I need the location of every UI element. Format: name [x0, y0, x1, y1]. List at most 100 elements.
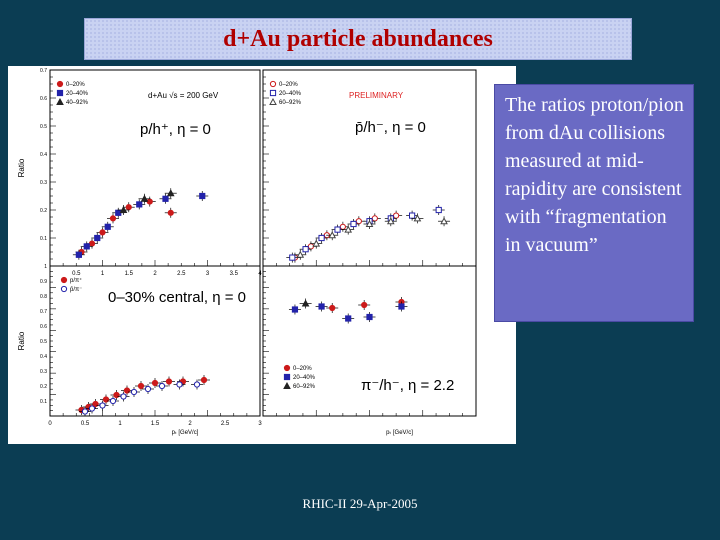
callout-text: The ratios proton/pion from dAu collisio…	[505, 94, 684, 256]
bottom-left-ytick-label: 0.1	[40, 399, 47, 405]
title-banner: d+Au particle abundances	[84, 18, 632, 60]
top-left-ytick-label: 0.6	[40, 96, 47, 102]
bottom-left-legend-entry: p/π⁺	[70, 277, 82, 284]
top-left-panel-label: p/h⁺, η = 0	[140, 121, 211, 138]
bottom-right-data-point	[318, 303, 325, 310]
bottom-left-xtick-label: 1	[118, 421, 122, 427]
top-left-data-point	[83, 243, 90, 250]
bottom-left-panel-label: 0–30% central, η = 0	[108, 289, 246, 306]
bottom-right-legend-marker	[283, 364, 291, 372]
top-left-xtick-label: 0.5	[72, 271, 81, 277]
top-left-xtick-label: 1.5	[125, 271, 134, 277]
top-left-data-point	[136, 201, 143, 208]
bottom-right-legend-marker	[283, 381, 291, 389]
top-right-legend-entry: 60–92%	[279, 100, 302, 106]
top-right-data-point	[334, 226, 341, 233]
bottom-right-data-point	[361, 301, 368, 309]
top-left-legend-marker	[56, 97, 64, 105]
bottom-left-data-point	[176, 381, 183, 388]
bottom-right-legend-entry: 60–92%	[293, 384, 316, 390]
top-left-data-point	[104, 223, 111, 230]
callout-box: The ratios proton/pion from dAu collisio…	[494, 84, 694, 322]
top-right-data-point	[302, 246, 309, 253]
top-right-data-point	[435, 206, 442, 214]
top-left-legend-marker	[56, 80, 64, 88]
top-left-data-point	[99, 229, 106, 236]
bottom-right-legend-marker	[283, 373, 291, 381]
top-left-ylabel: Ratio	[17, 158, 26, 177]
bottom-left-ytick-label: 0.5	[40, 339, 47, 345]
bottom-left-xtick-label: 2	[188, 421, 192, 427]
top-right-data-point	[339, 223, 346, 230]
top-left-data-point	[167, 209, 174, 216]
bottom-left-data-point	[165, 378, 173, 385]
top-left-xtick-label: 3.5	[230, 271, 239, 277]
bottom-left-ytick-label: 0.3	[40, 369, 47, 375]
top-right-data-point	[386, 217, 395, 225]
top-left-legend-marker	[56, 89, 64, 97]
top-right-data-point	[413, 214, 422, 222]
top-left-xtick-label: 2	[153, 271, 157, 277]
bottom-left-ytick-label: 0.9	[40, 279, 47, 285]
bottom-left-xtick-label: 2.5	[221, 421, 230, 427]
top-left-xtick-label: 3	[206, 271, 210, 277]
top-left-legend-entry: 0–20%	[66, 82, 85, 88]
top-left-data-point	[166, 189, 175, 197]
top-right-data-point	[289, 254, 296, 261]
top-right-data-point	[296, 250, 305, 258]
top-left-ytick-label: 0.4	[40, 152, 47, 158]
top-left-data-point	[125, 204, 132, 211]
top-left-data-point	[199, 192, 206, 200]
bottom-left-data-point	[158, 382, 166, 390]
top-left-xtick-label: 2.5	[177, 271, 186, 277]
bottom-left-legend-marker	[60, 285, 68, 293]
top-right-legend-marker	[269, 89, 277, 97]
bottom-left-ytick-label: 0.4	[40, 354, 47, 360]
bottom-left-data-point	[99, 402, 106, 409]
bottom-left-data-point	[130, 388, 138, 396]
top-left-data-point	[109, 215, 117, 222]
bottom-left-data-point	[137, 382, 145, 390]
top-right-legend-marker	[269, 97, 277, 105]
bottom-right-panel-label: π⁻/h⁻, η = 2.2	[361, 377, 454, 394]
bottom-left-xlabel: pₜ [GeV/c]	[172, 430, 199, 436]
bottom-left-ytick-label: 1	[44, 264, 47, 270]
top-left-data-point	[119, 205, 128, 213]
bottom-left-data-point	[109, 397, 117, 405]
top-right-data-point	[393, 212, 400, 219]
bottom-left-legend-marker	[60, 276, 68, 284]
top-left-ytick-label: 0.5	[40, 124, 47, 130]
bottom-left-xtick-label: 3	[258, 421, 262, 427]
top-left-data-point	[94, 234, 101, 242]
ratio-plots-svg: 0.5 1 1.5 2 2.5 3 3.5 40.10.20.30.40.50.60.7Rat…	[17, 68, 477, 436]
top-right-data-point	[318, 234, 325, 242]
bottom-left-data-point	[144, 385, 152, 393]
top-right-data-point	[350, 220, 357, 228]
top-right-legend-marker	[269, 80, 277, 88]
top-right-data-point	[371, 215, 378, 222]
top-right-legend-entry: 0–20%	[279, 82, 298, 88]
top-left-xtick-label: 1	[101, 271, 105, 277]
bottom-left-xtick-label: 0	[48, 421, 52, 427]
top-left-header: d+Au √s = 200 GeV	[148, 91, 219, 100]
top-right-data-point	[328, 231, 337, 239]
top-left-data-point	[88, 240, 96, 247]
bottom-right-legend-entry: 20–40%	[293, 375, 316, 381]
top-left-legend-entry: 40–92%	[66, 100, 89, 106]
top-left-ytick-label: 0.1	[40, 236, 47, 242]
bottom-right-xlabel: pₜ [GeV/c]	[386, 430, 413, 436]
top-left-data-point	[75, 251, 82, 258]
bottom-right-data-point	[398, 303, 405, 310]
physics-figure: 0.5 1 1.5 2 2.5 3 3.5 4 0.1 0.2 0.3 0.4 0.5 0.6 0.7 Rat…	[8, 66, 516, 444]
bottom-left-xtick-label: 0.5	[81, 421, 90, 427]
bottom-right-data-point	[366, 313, 373, 321]
bottom-right-data-point	[301, 299, 310, 307]
bottom-right-data-point	[329, 304, 336, 312]
top-right-data-point	[344, 225, 353, 233]
top-right-data-point	[409, 212, 416, 219]
bottom-left-legend-entry: p̄/π⁻	[70, 287, 82, 293]
top-left-data-point	[140, 194, 149, 202]
top-left-ytick-label: 0.7	[40, 68, 47, 74]
bottom-left-ylabel: Ratio	[17, 331, 26, 350]
bottom-right-data-point	[345, 315, 352, 322]
